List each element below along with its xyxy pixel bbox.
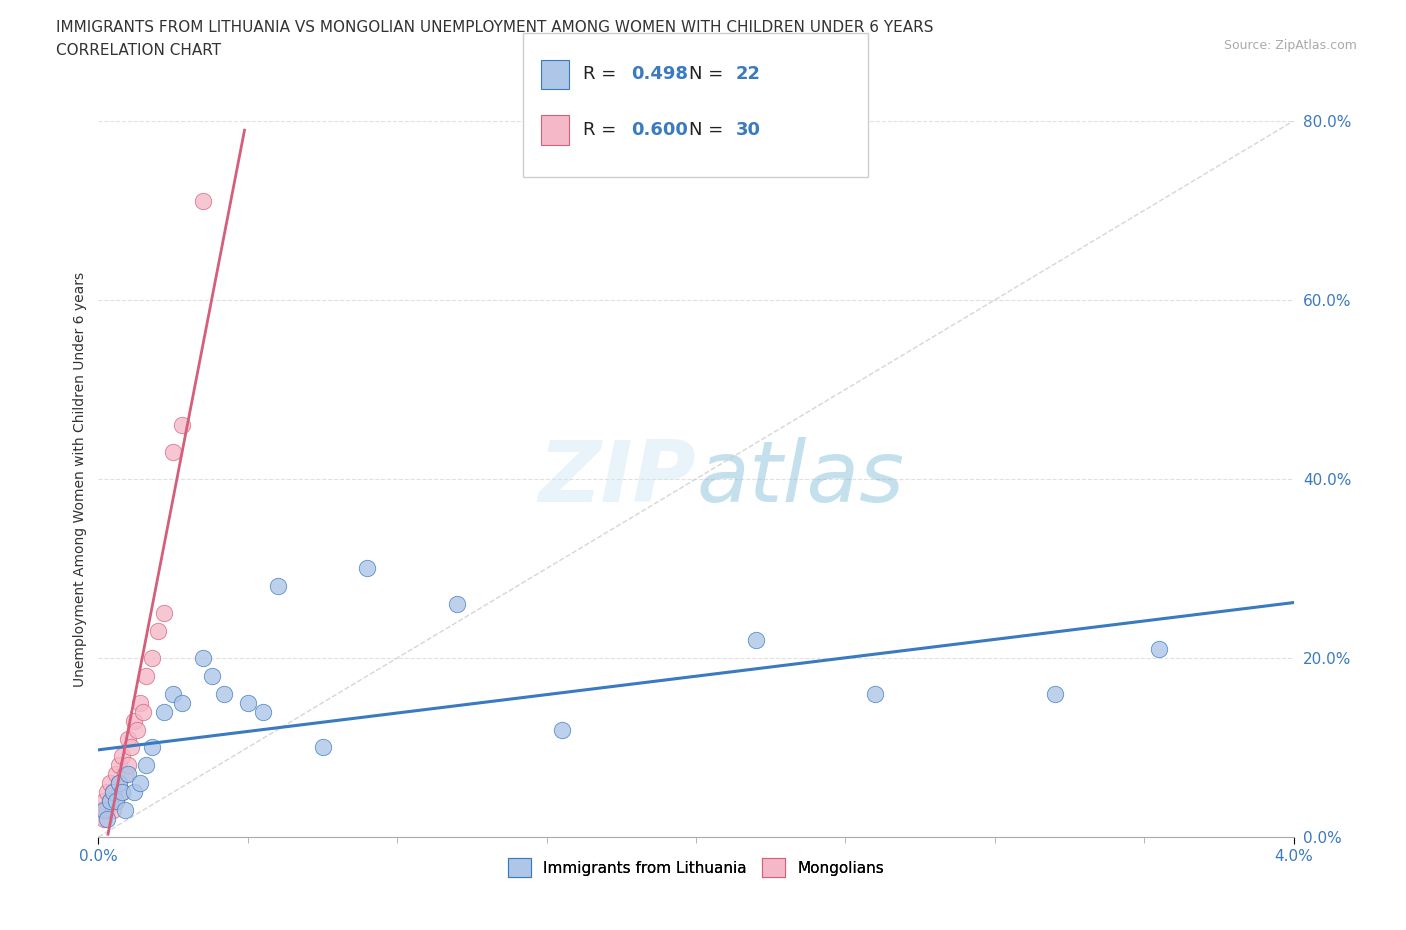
Point [153, 704, 176, 719]
Point [129, 696, 152, 711]
Point [93, 803, 115, 817]
Point [135, 758, 157, 773]
Point [745, 632, 768, 647]
Point [93, 812, 115, 827]
Point [90, 803, 112, 817]
Point [356, 561, 378, 576]
Point [236, 696, 259, 711]
Point [105, 794, 128, 809]
Point [111, 749, 134, 764]
Point [132, 704, 155, 719]
Point [117, 731, 139, 746]
Point [191, 194, 214, 209]
Point [162, 445, 184, 459]
Point [111, 785, 134, 800]
Point [117, 767, 139, 782]
Text: 30: 30 [735, 121, 761, 140]
Text: IMMIGRANTS FROM LITHUANIA VS MONGOLIAN UNEMPLOYMENT AMONG WOMEN WITH CHILDREN UN: IMMIGRANTS FROM LITHUANIA VS MONGOLIAN U… [56, 20, 934, 35]
Point [96, 785, 118, 800]
Point [93, 794, 115, 809]
Point [103, 803, 125, 817]
Point [108, 776, 131, 790]
Text: CORRELATION CHART: CORRELATION CHART [56, 43, 221, 58]
Point [96, 803, 118, 817]
Point [1043, 686, 1066, 701]
Point [191, 651, 214, 666]
Point [172, 696, 194, 711]
Text: 0.600: 0.600 [631, 121, 688, 140]
Point [124, 713, 146, 728]
Point [98, 794, 122, 809]
Legend: Immigrants from Lithuania, Mongolians: Immigrants from Lithuania, Mongolians [502, 852, 890, 883]
Point [172, 418, 194, 432]
Point [148, 624, 170, 639]
Point [162, 686, 184, 701]
Text: atlas: atlas [696, 437, 904, 521]
Text: ZIP: ZIP [538, 437, 696, 521]
Text: N =: N = [689, 65, 728, 84]
Point [550, 722, 572, 737]
Text: N =: N = [689, 121, 728, 140]
Point [865, 686, 887, 701]
Point [311, 740, 333, 755]
Point [141, 651, 163, 666]
Point [124, 785, 146, 800]
Point [96, 812, 118, 827]
Text: 22: 22 [735, 65, 761, 84]
Point [108, 776, 131, 790]
Point [98, 776, 122, 790]
Text: R =: R = [583, 121, 623, 140]
Point [141, 740, 163, 755]
Point [446, 597, 468, 612]
Point [1147, 642, 1170, 657]
Point [120, 740, 142, 755]
Point [135, 669, 157, 684]
Point [103, 785, 125, 800]
Point [117, 758, 139, 773]
Point [108, 758, 131, 773]
Point [114, 767, 136, 782]
Point [201, 669, 224, 684]
Point [267, 578, 290, 594]
Point [103, 785, 125, 800]
Point [98, 794, 122, 809]
Text: Source: ZipAtlas.com: Source: ZipAtlas.com [1223, 39, 1357, 52]
Y-axis label: Unemployment Among Women with Children Under 6 years: Unemployment Among Women with Children U… [73, 272, 87, 686]
Point [105, 767, 128, 782]
Point [153, 605, 176, 620]
Point [129, 776, 152, 790]
Point [252, 704, 274, 719]
Point [127, 722, 149, 737]
Point [212, 686, 235, 701]
Point [105, 794, 128, 809]
Text: 0.498: 0.498 [631, 65, 689, 84]
Text: R =: R = [583, 65, 623, 84]
Point [111, 785, 134, 800]
Point [114, 803, 136, 817]
